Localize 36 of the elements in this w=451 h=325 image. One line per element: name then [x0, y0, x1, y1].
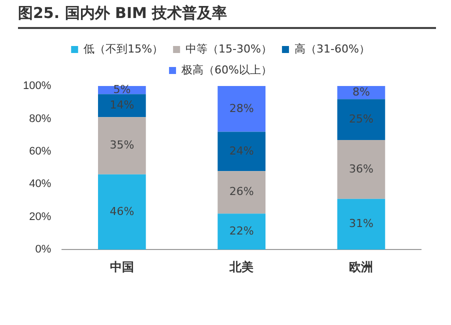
legend-label: 极高（60%以上）	[180, 63, 272, 76]
chart-title: 图25. 国内外 BIM 技术普及率	[18, 4, 436, 29]
data-label: 22%	[229, 224, 254, 238]
y-tick-label: 80%	[29, 112, 52, 125]
data-label: 28%	[229, 102, 254, 115]
data-label: 31%	[348, 217, 374, 230]
x-tick-label: 北美	[228, 260, 254, 274]
x-tick-label: 欧洲	[349, 260, 374, 274]
data-label: 46%	[110, 204, 134, 218]
data-label: 5%	[113, 82, 131, 96]
data-label: 36%	[348, 162, 374, 176]
legend-label: 中等（15-30%）	[186, 42, 272, 56]
data-label: 14%	[110, 98, 134, 112]
bar	[98, 94, 146, 118]
bar	[218, 214, 266, 250]
bar	[337, 198, 386, 250]
y-tick-label: 60%	[29, 145, 52, 158]
y-tick-label: 40%	[29, 178, 52, 190]
x-tick-label: 中国	[110, 260, 134, 274]
data-label: 25%	[348, 112, 374, 126]
bar	[98, 174, 146, 250]
data-label: 35%	[110, 138, 134, 152]
data-label: 26%	[229, 185, 254, 198]
legend-label: 高（31-60%）	[294, 42, 370, 56]
legend-label: 低（不到15%）	[84, 42, 164, 56]
bar	[337, 99, 386, 140]
y-tick-label: 100%	[22, 80, 52, 92]
bar	[218, 171, 266, 214]
data-label: 8%	[352, 85, 370, 98]
bar	[218, 132, 266, 172]
data-label: 24%	[229, 144, 254, 158]
bar	[98, 117, 146, 174]
y-tick-label: 0%	[35, 244, 52, 256]
bar	[337, 140, 386, 199]
bar	[218, 86, 266, 132]
y-tick-label: 20%	[29, 210, 52, 223]
